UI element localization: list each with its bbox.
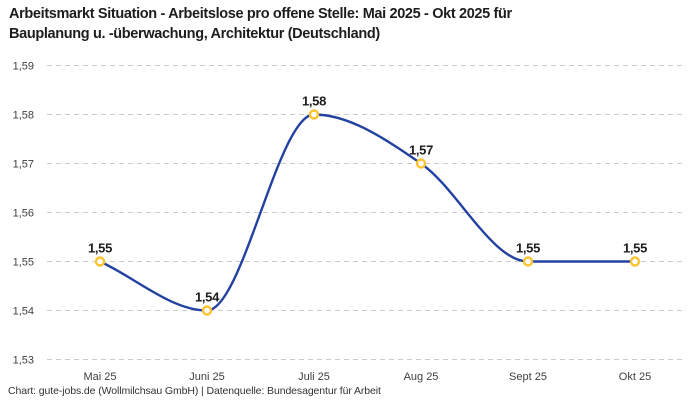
x-axis-label: Mai 25	[83, 371, 116, 383]
data-point-marker	[201, 305, 213, 316]
data-point-label: 1,57	[409, 143, 433, 158]
data-point-marker	[94, 256, 106, 267]
x-axis-label: Aug 25	[404, 371, 439, 383]
chart-footer: Chart: gute-jobs.de (Wollmilchsau GmbH) …	[8, 385, 381, 397]
y-axis-tick-label: 1,54	[13, 306, 34, 318]
chart-title-line-2: Bauplanung u. -überwachung, Architektur …	[9, 25, 380, 42]
x-axis-label: Juli 25	[298, 371, 330, 383]
data-point-marker	[308, 109, 320, 120]
data-point-label: 1,54	[195, 290, 220, 305]
y-axis-tick-label: 1,57	[13, 159, 34, 171]
data-point-marker	[415, 158, 427, 169]
x-axis-label: Okt 25	[619, 371, 651, 383]
data-point-label: 1,58	[302, 94, 326, 109]
chart-title-line-1: Arbeitsmarkt Situation - Arbeitslose pro…	[9, 6, 512, 22]
y-axis-tick-label: 1,56	[13, 208, 34, 220]
y-axis-tick-label: 1,58	[13, 110, 34, 122]
chart-title: Arbeitsmarkt Situation - Arbeitslose pro…	[9, 5, 512, 44]
data-point-label: 1,55	[516, 241, 540, 256]
y-axis-tick-label: 1,53	[13, 355, 34, 367]
y-axis-tick-label: 1,55	[13, 257, 34, 269]
data-point-marker	[522, 256, 534, 267]
y-axis-tick-label: 1,59	[13, 61, 34, 73]
x-axis-label: Sept 25	[509, 371, 547, 383]
data-point-label: 1,55	[623, 241, 647, 256]
x-axis-label: Juni 25	[189, 371, 224, 383]
data-point-label: 1,55	[88, 241, 112, 256]
data-point-marker	[629, 256, 641, 267]
